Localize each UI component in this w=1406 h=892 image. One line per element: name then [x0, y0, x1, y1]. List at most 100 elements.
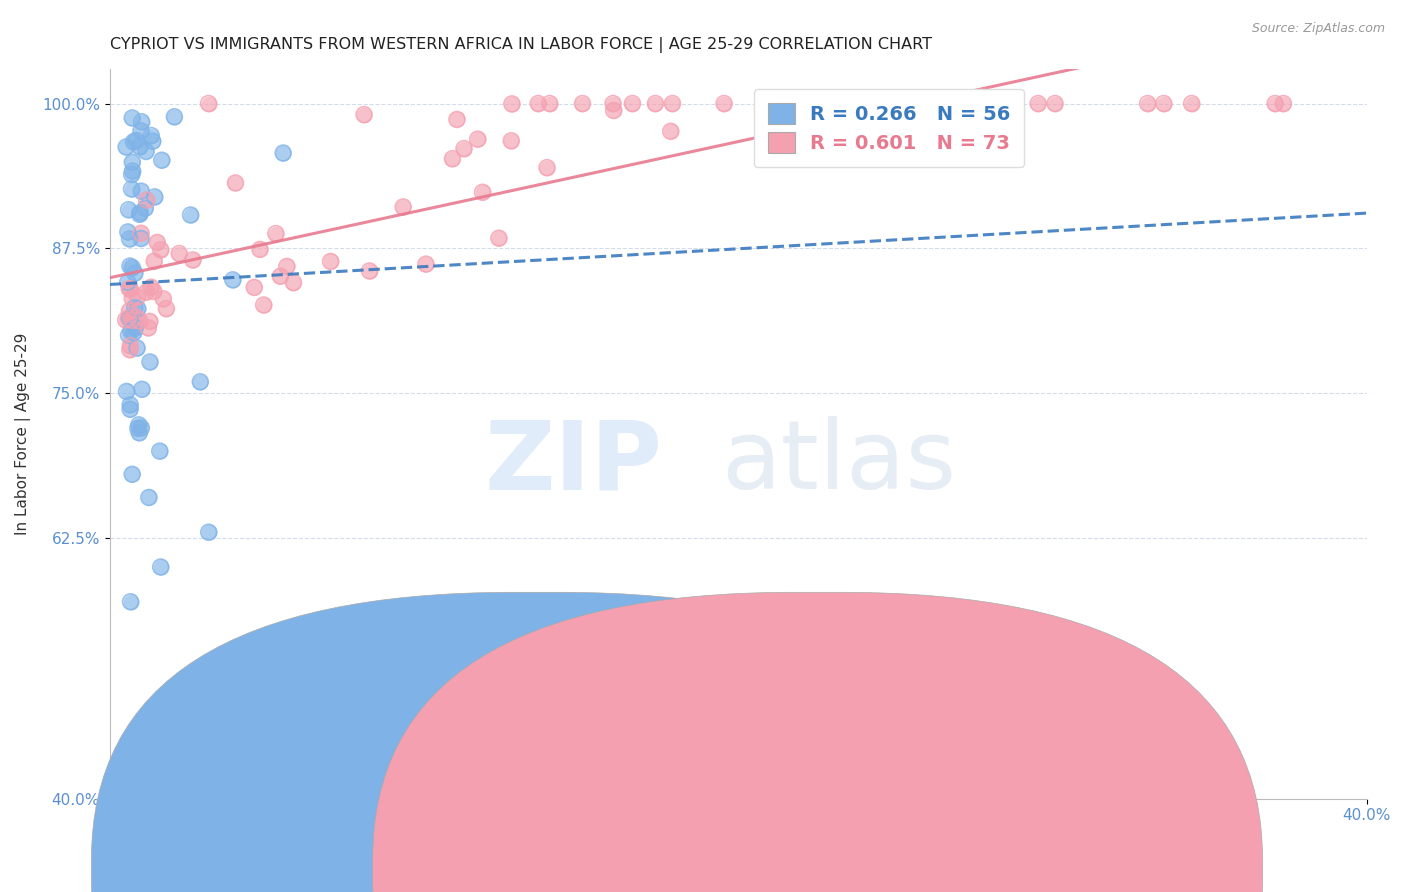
Point — [118, 343, 141, 357]
Point — [359, 264, 381, 278]
Point — [115, 140, 138, 154]
Point — [264, 227, 287, 241]
Point — [129, 205, 152, 219]
Point — [264, 227, 287, 241]
Point — [283, 276, 305, 290]
Point — [117, 311, 139, 326]
Point — [271, 146, 294, 161]
Point — [319, 254, 342, 268]
Point — [127, 290, 149, 304]
Point — [139, 280, 162, 294]
Point — [129, 184, 152, 198]
Point — [139, 355, 162, 369]
Point — [152, 292, 174, 306]
Point — [146, 235, 169, 250]
Point — [138, 321, 160, 335]
Point — [120, 282, 142, 296]
Point — [501, 96, 523, 111]
Point — [118, 304, 141, 318]
Point — [121, 182, 143, 196]
Point — [1272, 96, 1295, 111]
Point — [501, 134, 523, 148]
Point — [359, 264, 381, 278]
Point — [283, 276, 305, 290]
Point — [602, 103, 624, 118]
Point — [118, 259, 141, 273]
Point — [271, 146, 294, 161]
Point — [659, 124, 682, 138]
Point — [120, 339, 142, 353]
Point — [880, 96, 903, 111]
Point — [143, 190, 166, 204]
Point — [1272, 96, 1295, 111]
Point — [875, 102, 897, 116]
Point — [181, 252, 204, 267]
Point — [120, 595, 142, 609]
Point — [167, 246, 190, 260]
Point — [197, 96, 219, 111]
Point — [1181, 96, 1204, 111]
Point — [602, 103, 624, 118]
Point — [131, 115, 153, 129]
Point — [142, 134, 165, 148]
Point — [875, 102, 897, 116]
Point — [121, 467, 143, 482]
Point — [120, 324, 142, 338]
Text: Cypriots: Cypriots — [551, 862, 616, 876]
Point — [128, 314, 150, 328]
Point — [471, 186, 494, 200]
Point — [134, 202, 156, 216]
Point — [129, 124, 152, 138]
Point — [135, 193, 157, 207]
Point — [415, 257, 437, 271]
Point — [155, 301, 177, 316]
Point — [150, 153, 173, 168]
Point — [120, 402, 142, 417]
Point — [127, 301, 149, 316]
Point — [188, 375, 211, 389]
Point — [121, 182, 143, 196]
Point — [118, 282, 141, 296]
Point — [353, 107, 375, 121]
Point — [222, 273, 245, 287]
Point — [120, 595, 142, 609]
Text: Source: ZipAtlas.com: Source: ZipAtlas.com — [1251, 22, 1385, 36]
Point — [128, 314, 150, 328]
Point — [121, 313, 143, 327]
Point — [129, 205, 152, 219]
Point — [659, 124, 682, 138]
Point — [117, 202, 139, 217]
Point — [1264, 96, 1286, 111]
Point — [118, 259, 141, 273]
Point — [163, 110, 186, 124]
Point — [121, 313, 143, 327]
Y-axis label: In Labor Force | Age 25-29: In Labor Force | Age 25-29 — [15, 333, 31, 535]
Point — [181, 252, 204, 267]
Point — [249, 243, 271, 257]
Point — [149, 243, 172, 257]
Point — [197, 96, 219, 111]
Point — [114, 313, 136, 327]
Point — [471, 186, 494, 200]
Point — [139, 314, 162, 328]
Point — [134, 202, 156, 216]
Point — [571, 96, 593, 111]
Point — [118, 232, 141, 246]
Point — [149, 560, 172, 574]
Point — [149, 444, 172, 458]
Point — [124, 266, 146, 280]
Point — [949, 96, 972, 111]
Point — [779, 96, 801, 111]
Point — [146, 235, 169, 250]
Point — [880, 96, 903, 111]
Point — [128, 207, 150, 221]
Point — [117, 225, 139, 239]
Point — [120, 282, 142, 296]
Point — [949, 96, 972, 111]
Point — [118, 282, 141, 296]
Point — [121, 111, 143, 125]
Point — [536, 161, 558, 175]
Point — [139, 314, 162, 328]
Point — [127, 301, 149, 316]
Point — [143, 190, 166, 204]
